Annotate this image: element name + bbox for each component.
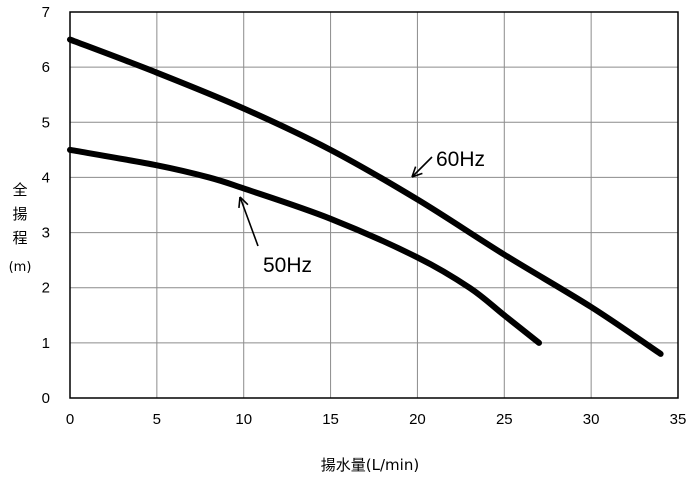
y-tick-label: 0 [42,390,50,407]
annotations: 60Hz 50Hz [238,148,485,277]
annotation-arrowhead [238,196,241,209]
x-tick-label: 0 [66,411,74,428]
y-axis-unit: (m) [9,260,32,275]
y-axis-label-char: 程 [12,229,27,247]
annotation-label-60hz: 60Hz [436,148,485,171]
x-tick-label: 5 [153,411,161,428]
annotation-label-50hz: 50Hz [263,254,312,277]
series-line-50hz [67,146,543,346]
x-axis-label: 揚水量(L/min) [321,456,419,474]
y-tick-label: 5 [42,114,50,131]
x-tick-label: 35 [670,411,687,428]
x-tick-label: 30 [583,411,600,428]
y-tick-label: 4 [42,169,50,186]
y-axis-label-char: 揚 [12,205,27,223]
y-tick-labels: 0 1 2 3 4 5 6 7 [42,4,50,407]
y-tick-label: 2 [42,280,50,297]
x-tick-label: 25 [496,411,513,428]
series-line-60hz [67,36,664,357]
y-axis-label: 全 揚 程 (m) [9,181,32,275]
y-axis-label-char: 全 [12,181,27,199]
annotation-arrowhead [411,172,423,178]
annotation-arrow-line [411,156,433,178]
x-tick-label: 10 [235,411,252,428]
annotation-arrow-line [239,196,259,247]
y-tick-label: 3 [42,225,50,242]
series-lines [67,36,664,357]
x-tick-label: 15 [322,411,339,428]
x-tick-labels: 0 5 10 15 20 25 30 35 [66,411,687,428]
x-tick-label: 20 [409,411,426,428]
y-tick-label: 6 [42,59,50,76]
plot-frame [69,11,679,399]
grid [70,12,678,398]
y-tick-label: 1 [42,335,50,352]
annotation-arrowhead [239,196,249,206]
y-tick-label: 7 [42,4,50,21]
annotation-arrowhead [411,166,417,178]
